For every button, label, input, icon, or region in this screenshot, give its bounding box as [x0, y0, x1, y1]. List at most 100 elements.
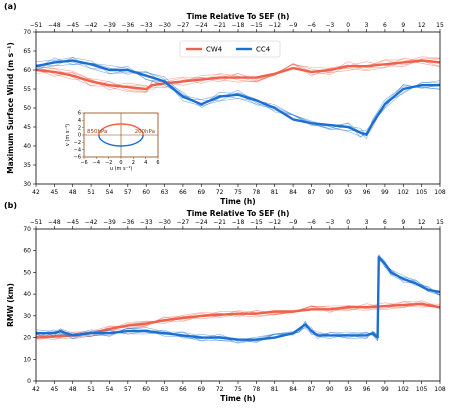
inset-x-tick-label: 2 — [132, 160, 135, 166]
inset-x-tick-label: 0 — [119, 160, 122, 166]
x-tick-label: 51 — [87, 386, 95, 393]
plot-frame — [35, 228, 441, 382]
inset-x-tick-label: 6 — [156, 160, 159, 166]
x-tick-label: 51 — [87, 189, 95, 196]
x-axis-label: Time (h) — [220, 197, 255, 206]
top-tick-label: 9 — [401, 22, 405, 29]
x-tick-label: 45 — [51, 189, 59, 196]
x-tick-label: 75 — [234, 189, 242, 196]
y-axis-label: RMW (km) — [6, 283, 15, 327]
y-tick-label: 50 — [23, 105, 31, 112]
top-tick-label: −42 — [85, 219, 98, 226]
series-group — [36, 254, 440, 344]
x-tick-label: 66 — [179, 189, 187, 196]
y-tick-label: 65 — [23, 48, 31, 55]
x-tick-label: 105 — [416, 386, 428, 393]
inset-x-label: u (m s⁻¹) — [110, 166, 132, 172]
inset-x-tick-label: −6 — [80, 160, 87, 166]
legend-label: CW4 — [206, 46, 223, 54]
series-CC4-line — [36, 256, 440, 341]
top-tick-label: −45 — [66, 219, 79, 226]
x-tick-label: 60 — [142, 386, 150, 393]
top-axis-label: Time Relative To SEF (h) — [187, 209, 290, 218]
panel-b: (b)42 45 48 51 54 57 60 63 66 69 72 75 78 81 84 87 90 93 9… — [4, 201, 446, 403]
inset-upper-arc — [98, 123, 144, 136]
inset-label-right: 200hPa — [135, 129, 155, 135]
inset-y-tick-label: 4 — [78, 118, 81, 124]
series-CW4-line — [36, 302, 440, 339]
top-tick-label: −12 — [268, 22, 281, 29]
inset-x-tick-label: −2 — [105, 160, 112, 166]
x-tick-label: 93 — [344, 386, 352, 393]
top-tick-label: 9 — [401, 219, 405, 226]
inset-y-tick-label: 0 — [78, 133, 81, 139]
legend-label: CC4 — [256, 46, 271, 54]
x-tick-label: 108 — [434, 189, 446, 196]
top-tick-label: −51 — [30, 219, 43, 226]
series-CW4-member — [36, 58, 440, 92]
top-tick-label: −27 — [177, 22, 190, 29]
legend: CW4 CC4 — [179, 40, 281, 58]
x-tick-label: 81 — [271, 189, 279, 196]
inset-y-tick-label: −6 — [74, 155, 81, 161]
top-tick-label: 0 — [346, 219, 350, 226]
x-tick-label: 72 — [216, 189, 224, 196]
y-tick-label: 70 — [23, 226, 31, 233]
x-tick-label: 42 — [32, 189, 40, 196]
x-tick-label: 93 — [344, 189, 352, 196]
top-tick-label: −51 — [30, 22, 43, 29]
top-tick-label: −30 — [158, 219, 171, 226]
top-tick-label: −18 — [232, 219, 245, 226]
y-tick-label: 45 — [23, 124, 31, 131]
inset-y-tick-label: 2 — [78, 125, 81, 131]
x-tick-label: 84 — [289, 386, 297, 393]
x-tick-label: 63 — [161, 189, 169, 196]
top-tick-label: −15 — [250, 22, 263, 29]
series-CC4-line — [36, 59, 440, 136]
top-tick-label: 0 — [346, 22, 350, 29]
series-CC4-member — [36, 57, 440, 137]
top-tick-label: −3 — [325, 22, 334, 29]
x-tick-label: 72 — [216, 386, 224, 393]
top-tick-label: 6 — [383, 22, 387, 29]
top-tick-label: −30 — [158, 22, 171, 29]
series-CW4-member — [36, 56, 440, 93]
inset-y-tick-label: −4 — [74, 147, 81, 153]
inset-lower-arc — [98, 134, 144, 147]
y-tick-label: 35 — [23, 162, 31, 169]
top-tick-label: −27 — [177, 219, 190, 226]
top-tick-label: −48 — [48, 22, 61, 29]
top-tick-label: −15 — [250, 219, 263, 226]
top-tick-label: −18 — [232, 22, 245, 29]
series-CW4-member — [36, 58, 440, 93]
inset-y-tick-label: −2 — [74, 140, 81, 146]
y-tick-label: 50 — [23, 269, 31, 276]
top-tick-label: −24 — [195, 22, 208, 29]
y-tick-label: 60 — [23, 248, 31, 255]
y-tick-label: 55 — [23, 86, 31, 93]
series-CW4-member — [36, 302, 440, 339]
inset-y-tick-label: 6 — [78, 111, 81, 117]
x-tick-label: 57 — [124, 189, 132, 196]
top-tick-label: −21 — [213, 219, 226, 226]
x-tick-label: 96 — [363, 189, 371, 196]
top-tick-label: −36 — [121, 219, 134, 226]
x-tick-label: 48 — [69, 386, 77, 393]
top-tick-label: −6 — [307, 219, 316, 226]
top-tick-label: −24 — [195, 219, 208, 226]
x-tick-label: 90 — [326, 189, 334, 196]
inset-y-label: v (m s⁻¹) — [65, 124, 71, 146]
top-axis-label: Time Relative To SEF (h) — [187, 12, 290, 21]
y-axis-label: Maximum Surface Wind (m s⁻¹) — [6, 42, 15, 174]
x-tick-label: 42 — [32, 386, 40, 393]
x-axis-label: Time (h) — [220, 394, 255, 403]
legend-box — [179, 40, 281, 58]
x-tick-label: 45 — [51, 386, 59, 393]
y-tick-label: 70 — [23, 29, 31, 36]
top-tick-label: −12 — [268, 219, 281, 226]
y-tick-label: 40 — [23, 291, 31, 298]
y-tick-label: 60 — [23, 67, 31, 74]
series-CW4-line — [36, 59, 440, 91]
top-tick-label: −42 — [85, 22, 98, 29]
